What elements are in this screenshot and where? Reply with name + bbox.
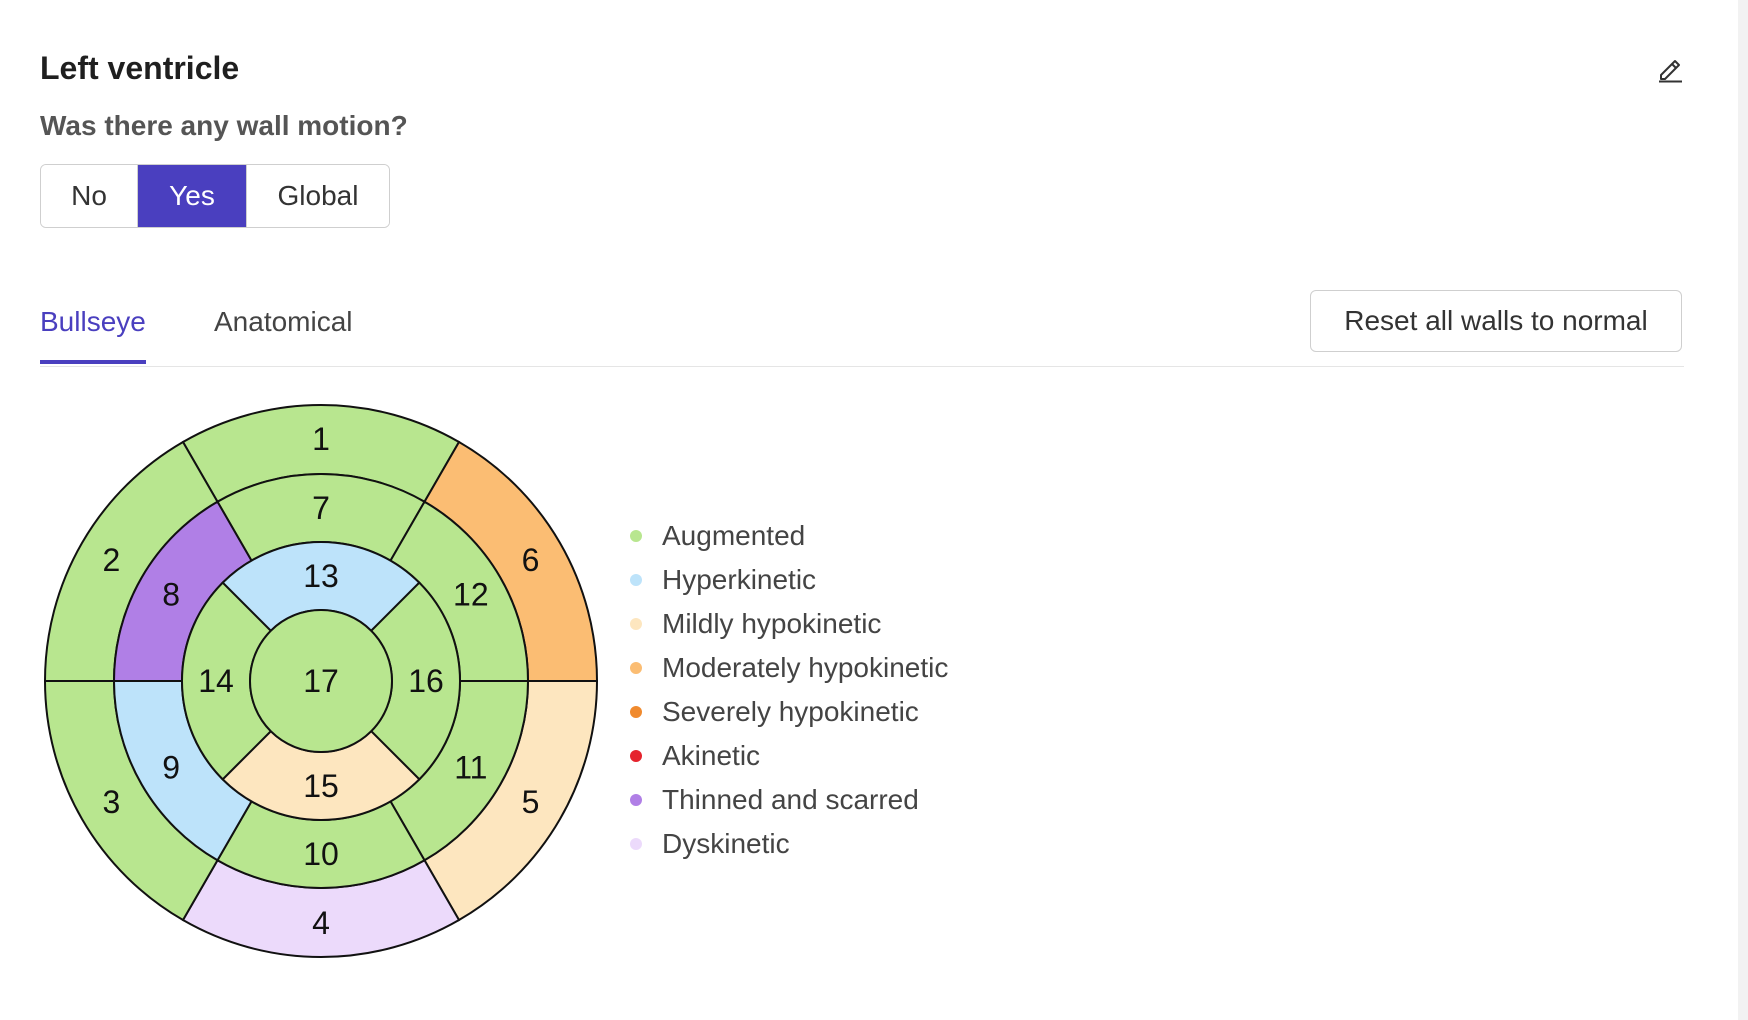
segment-label-11: 11 [454,750,487,786]
legend-dot-icon [630,618,642,630]
scrollbar[interactable] [1738,0,1748,1020]
legend-item: Thinned and scarred [630,778,948,822]
option-yes-button[interactable]: Yes [138,165,247,227]
edit-button[interactable] [1650,48,1690,88]
legend-item: Augmented [630,514,948,558]
option-no-button[interactable]: No [41,165,138,227]
wall-motion-question: Was there any wall motion? [40,110,408,141]
legend-item: Hyperkinetic [630,558,948,602]
legend-label: Akinetic [662,740,761,771]
legend-item: Moderately hypokinetic [630,646,948,690]
legend-item: Dyskinetic [630,822,948,866]
reset-walls-button[interactable]: Reset all walls to normal [1310,290,1682,352]
section-title: Left ventricle [40,50,240,86]
legend-dot-icon [630,530,642,542]
segment-17[interactable] [249,609,393,753]
segment-label-2: 2 [103,542,121,578]
legend-label: Dyskinetic [662,828,790,859]
legend-dot-icon [630,750,642,762]
legend-label: Augmented [662,520,806,551]
segment-label-7: 7 [312,490,330,526]
legend-dot-icon [630,706,642,718]
tab-anatomical[interactable]: Anatomical [214,306,353,337]
segment-label-17: 17 [303,663,339,699]
legend-label: Severely hypokinetic [662,696,919,727]
legend-label: Thinned and scarred [662,784,919,815]
segment-label-12: 12 [453,577,489,613]
option-global-button[interactable]: Global [247,165,389,227]
legend-label: Mildly hypokinetic [662,608,882,639]
segment-label-3: 3 [103,784,121,820]
legend-dot-icon [630,574,642,586]
legend-item: Severely hypokinetic [630,690,948,734]
legend-label: Hyperkinetic [662,564,817,595]
legend-dot-icon [630,662,642,674]
legend-item: Akinetic [630,734,948,778]
segment-label-10: 10 [303,836,339,872]
segment-label-9: 9 [162,750,180,786]
segment-label-1: 1 [312,421,330,457]
legend-label: Moderately hypokinetic [662,652,949,683]
tab-bullseye[interactable]: Bullseye [40,306,146,364]
segment-label-6: 6 [522,542,540,578]
segment-label-16: 16 [408,663,444,699]
segment-label-8: 8 [162,577,180,613]
legend-dot-icon [630,794,642,806]
legend-item: Mildly hypokinetic [630,602,948,646]
segment-label-5: 5 [522,784,540,820]
motion-legend: Augmented Hyperkinetic Mildly hypokinetic M… [630,514,948,866]
segment-label-14: 14 [198,663,234,699]
view-tabs: Bullseye Anatomical [40,300,1684,367]
segment-label-4: 4 [312,905,330,941]
segment-label-13: 13 [303,558,339,594]
segment-label-15: 15 [303,768,339,804]
wall-motion-toggle: No Yes Global [40,164,390,228]
pencil-icon [1659,60,1682,83]
legend-dot-icon [630,838,642,850]
